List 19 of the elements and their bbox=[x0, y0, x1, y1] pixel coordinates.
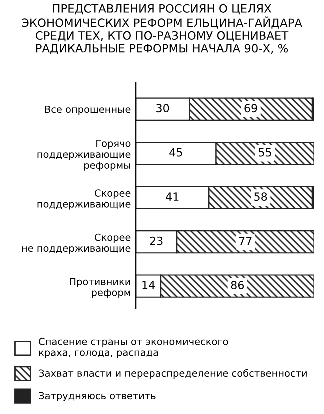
data-label: 41 bbox=[166, 192, 179, 201]
legend-label: Спасение страны от экономического краха, голода, распада bbox=[39, 338, 228, 358]
y-tick-label: Скорее поддерживающие bbox=[38, 190, 131, 210]
data-label: 69 bbox=[244, 104, 258, 113]
y-tick-label: Скорее не поддерживающие bbox=[22, 234, 131, 254]
data-label: 55 bbox=[259, 148, 272, 157]
y-tick-label: Все опрошенные bbox=[45, 106, 131, 116]
data-label: 77 bbox=[240, 237, 252, 246]
data-label: 23 bbox=[150, 236, 163, 246]
data-label: 86 bbox=[231, 281, 244, 290]
chart-title: ПРЕДСТАВЛЕНИЯ РОССИЯН О ЦЕЛЯХ ЭКОНОМИЧЕСКИХ РЕФОРМ ЕЛЬЦИНА-ГАЙДАРА СРЕДИ ТЕХ, КТО ПО-РАЗНОМУ ОЦЕНИВАЕТ РАДИКАЛЬНЫЕ РЕФОРМЫ НАЧАЛА 90-Х, % bbox=[22, 4, 302, 54]
data-label: 58 bbox=[254, 192, 268, 202]
data-label: 30 bbox=[156, 104, 170, 113]
legend-label: Захват власти и перераспределение собственности bbox=[39, 369, 307, 379]
data-label: 14 bbox=[142, 281, 155, 290]
data-label: 45 bbox=[170, 148, 182, 157]
y-tick-label: Горячо поддерживающие реформы bbox=[38, 140, 131, 171]
legend-label: Затрудняюсь ответить bbox=[39, 392, 156, 402]
y-tick-label: Противники реформ bbox=[70, 278, 130, 298]
